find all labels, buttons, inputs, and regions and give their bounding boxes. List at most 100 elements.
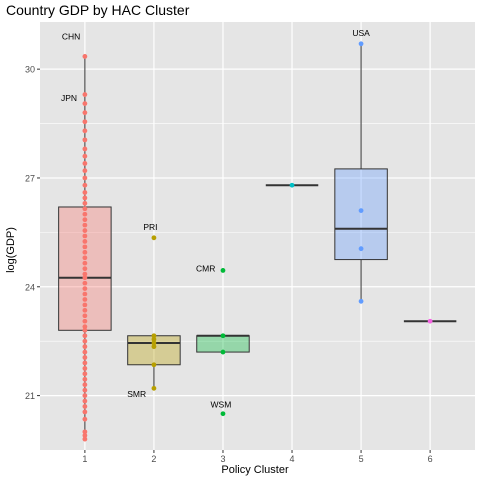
data-point-cluster-1 [82, 161, 88, 166]
data-point-cluster-1 [82, 433, 88, 438]
data-point-cluster-1 [82, 327, 88, 333]
y-axis: 21 24 27 30 [25, 65, 40, 401]
data-point-cluster-1 [82, 182, 88, 188]
data-point-cluster-1 [82, 365, 88, 371]
data-point-cluster-1 [82, 239, 88, 244]
data-point-cluster-1 [82, 110, 88, 116]
data-point-cluster-1 [82, 338, 88, 344]
data-point-cluster-1 [82, 404, 88, 409]
data-point-cluster-1 [82, 429, 88, 435]
x-tick-label: 5 [359, 454, 364, 464]
data-point-cluster-5 [358, 208, 364, 214]
point-annotation: PRI [143, 222, 157, 232]
data-point-cluster-1 [82, 382, 88, 388]
data-point-cluster-1 [82, 302, 88, 308]
y-tick-label: 27 [25, 173, 35, 183]
x-tick-label: 4 [290, 454, 295, 464]
data-point-cluster-1 [82, 318, 88, 324]
data-point-cluster-1 [82, 307, 88, 313]
data-point-cluster-1 [82, 211, 88, 217]
box-body [196, 335, 250, 353]
data-point-cluster-1 [82, 349, 88, 355]
data-point-cluster-1 [82, 291, 88, 297]
data-point-cluster-1 [82, 146, 88, 152]
data-point-cluster-1 [82, 398, 88, 404]
chart-title: Country GDP by HAC Cluster [6, 2, 190, 18]
data-point-cluster-1 [82, 344, 88, 350]
data-point-cluster-1 [82, 153, 88, 159]
data-point-cluster-6 [427, 318, 433, 324]
data-point-cluster-1 [82, 217, 88, 223]
data-point-cluster-1 [82, 436, 88, 442]
data-point-cluster-5 [358, 246, 364, 252]
data-point-cluster-3 [220, 268, 226, 273]
data-point-cluster-1 [82, 128, 88, 134]
point-annotation: WSM [211, 400, 232, 410]
data-point-cluster-1 [82, 387, 88, 393]
data-point-cluster-1 [82, 175, 88, 181]
data-point-cluster-1 [82, 286, 88, 291]
data-point-cluster-1 [82, 376, 88, 382]
x-tick-label: 3 [220, 454, 225, 464]
data-point-cluster-1 [82, 260, 88, 266]
data-point-cluster-1 [82, 190, 88, 195]
data-point-cluster-1 [82, 371, 88, 377]
annotation-layer: CHN JPN PRI SMR CMR WSM USA [61, 28, 370, 410]
x-tick-label: 6 [428, 454, 433, 464]
data-point-cluster-1 [82, 360, 88, 366]
data-point-cluster-1 [82, 266, 88, 272]
box-cluster-5 [334, 43, 388, 302]
data-point-cluster-1 [82, 393, 88, 398]
box-cluster-3 [196, 334, 250, 353]
data-point-cluster-1 [82, 275, 88, 281]
data-point-cluster-1 [82, 54, 88, 59]
data-point-cluster-2 [151, 385, 157, 391]
data-point-cluster-2 [151, 235, 157, 241]
data-point-cluster-2 [151, 344, 157, 350]
data-point-cluster-1 [82, 137, 88, 143]
data-point-cluster-1 [82, 409, 88, 415]
data-point-cluster-1 [82, 168, 88, 174]
data-point-cluster-1 [82, 206, 88, 212]
data-point-cluster-1 [82, 271, 88, 277]
data-point-cluster-1 [82, 333, 88, 339]
data-point-cluster-1 [82, 255, 88, 261]
plot-panel [40, 22, 475, 450]
data-point-cluster-1 [82, 244, 88, 250]
data-point-cluster-3 [220, 411, 226, 417]
y-tick-label: 30 [25, 65, 35, 75]
data-point-cluster-1 [82, 280, 88, 286]
x-axis-label: Policy Cluster [221, 464, 289, 476]
y-tick-label: 21 [25, 391, 35, 401]
x-axis: 1 2 3 4 5 6 [82, 450, 433, 464]
data-point-cluster-1 [82, 101, 88, 107]
data-point-cluster-1 [82, 355, 88, 360]
point-annotation: SMR [127, 389, 146, 399]
point-annotation: CHN [62, 32, 80, 42]
data-point-cluster-2 [151, 336, 157, 342]
data-point-cluster-1 [82, 249, 88, 255]
point-annotation: JPN [61, 93, 77, 103]
data-point-cluster-1 [82, 92, 88, 97]
data-point-cluster-2 [151, 362, 157, 368]
data-point-cluster-5 [358, 41, 364, 47]
data-point-cluster-1 [82, 313, 88, 319]
point-layer [82, 41, 433, 442]
x-tick-label: 1 [82, 454, 87, 464]
data-point-cluster-5 [358, 298, 364, 304]
box-body [334, 168, 388, 261]
data-point-cluster-1 [82, 119, 88, 125]
data-point-cluster-1 [82, 200, 88, 206]
y-axis-label: log(GDP) [5, 227, 17, 273]
data-point-cluster-1 [82, 222, 88, 228]
data-point-cluster-3 [220, 333, 226, 339]
data-point-cluster-1 [82, 297, 88, 302]
data-point-cluster-2 [151, 340, 157, 346]
data-point-cluster-1 [82, 228, 88, 233]
data-point-cluster-1 [82, 324, 88, 330]
data-point-cluster-1 [82, 416, 88, 422]
y-tick-label: 24 [25, 282, 35, 292]
data-point-cluster-1 [82, 195, 88, 201]
point-annotation: CMR [196, 264, 215, 274]
